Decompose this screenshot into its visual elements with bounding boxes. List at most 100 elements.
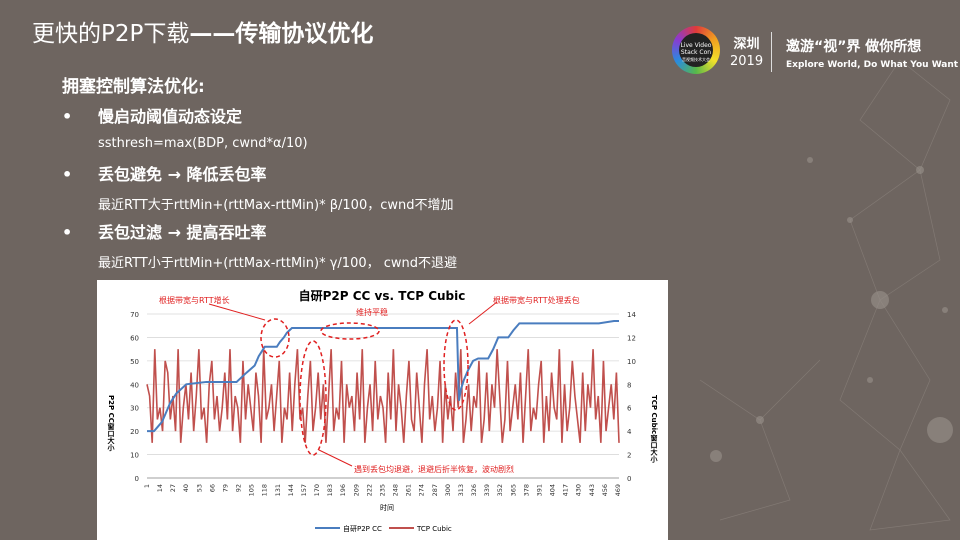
x-tick: 456: [601, 484, 609, 496]
annotation-label: 维持平稳: [356, 307, 388, 317]
y-tick-left: 0: [135, 475, 139, 483]
x-tick: 92: [235, 484, 243, 492]
bullet-item: • 丢包过滤 → 提高吞吐率: [62, 219, 267, 243]
annotation-ellipse: [260, 318, 290, 358]
y-tick-right: 0: [627, 475, 631, 483]
x-tick: 287: [431, 484, 439, 496]
annotation-arrow: [208, 303, 266, 321]
x-tick: 79: [221, 484, 229, 492]
chart-legend: 自研P2P CC TCP Cubic: [315, 524, 452, 533]
x-tick: 326: [470, 484, 478, 496]
x-tick: 274: [418, 484, 426, 496]
annotation-label: 根据带宽与RTT增长: [159, 295, 230, 305]
event-city-year: 深圳 2019: [730, 36, 763, 70]
chart-svg: 自研P2P CC vs. TCP Cubic 0 10 20 30 40 50 60 70 0…: [107, 288, 659, 533]
y-tick-right: 14: [627, 311, 636, 319]
x-tick: 261: [405, 484, 413, 496]
y-tick-left: 60: [130, 334, 139, 342]
annotation-arrow: [468, 301, 498, 325]
event-year: 2019: [730, 54, 764, 69]
annotation-label: 遇到丢包均退避，退避后折半恢复，波动剧烈: [354, 464, 514, 474]
x-tick: 209: [352, 484, 360, 496]
section-heading: 拥塞控制算法优化:: [62, 77, 205, 97]
conference-logo: Live Video Stack Con 音视频技术大会: [672, 26, 720, 74]
x-tick: 131: [274, 484, 282, 496]
logo-text-3: 音视频技术大会: [682, 57, 710, 62]
legend-label-tcp: TCP Cubic: [416, 525, 452, 533]
y-tick-left: 10: [130, 452, 139, 460]
y-tick-right: 6: [627, 405, 632, 413]
y-tick-left: 30: [130, 405, 139, 413]
x-tick: 196: [339, 484, 347, 496]
x-tick: 157: [300, 484, 308, 496]
y-tick-right: 12: [627, 334, 636, 342]
y-tick-left: 20: [130, 428, 139, 436]
y-tick-right: 10: [627, 358, 636, 366]
y-axis-left-label: P2P CC窗口大小: [107, 395, 116, 452]
x-tick: 365: [509, 484, 517, 496]
bullet-text: 丢包避免 → 降低丢包率: [98, 165, 267, 184]
chart-title: 自研P2P CC vs. TCP Cubic: [299, 288, 466, 303]
x-tick: 14: [156, 484, 164, 492]
bullet-text: 丢包过滤 → 提高吞吐率: [98, 223, 267, 242]
y-tick-right: 2: [627, 452, 631, 460]
title-regular: 更快的P2P下载: [32, 21, 190, 47]
x-tick: 443: [588, 484, 596, 496]
x-tick: 352: [496, 484, 504, 496]
x-tick: 404: [549, 484, 557, 496]
annotation-ellipse: [299, 340, 327, 456]
slogan-cn: 邀游“视”界 做你所想: [786, 39, 922, 55]
annotation-arrow: [318, 449, 353, 467]
y-tick-right: 8: [627, 381, 631, 389]
bullet-item: • 慢启动阈值动态设定: [62, 103, 242, 127]
slide-body: 拥塞控制算法优化: • 慢启动阈值动态设定 ssthresh=max(BDP, c…: [62, 72, 457, 271]
annotation-label: 根据带宽与RTT处理丢包: [493, 295, 580, 305]
brand-divider: [771, 32, 772, 72]
annotation-ellipse: [443, 319, 469, 411]
y-tick-right: 4: [627, 428, 632, 436]
x-tick: 339: [483, 484, 491, 496]
bullet-detail: 最近RTT大于rttMin+(rttMax-rttMin)* β/100，cwn…: [98, 198, 454, 213]
x-tick: 27: [169, 484, 177, 492]
y-tick-left: 50: [130, 358, 139, 366]
x-tick: 144: [287, 484, 295, 496]
title-bold: ——传输协议优化: [189, 21, 374, 47]
bullet-marker: •: [62, 223, 73, 242]
x-tick: 183: [326, 484, 334, 496]
comparison-chart: 自研P2P CC vs. TCP Cubic 0 10 20 30 40 50 60 70 0…: [97, 280, 668, 540]
y-tick-left: 40: [130, 381, 139, 389]
x-tick: 235: [378, 484, 386, 496]
x-tick: 118: [261, 484, 269, 496]
slide-title: 更快的P2P下载——传输协议优化: [32, 14, 373, 48]
y-tick-left: 70: [130, 311, 139, 319]
x-tick: 105: [248, 484, 256, 496]
x-tick: 313: [457, 484, 465, 496]
bullet-marker: •: [62, 107, 73, 126]
x-tick: 53: [195, 484, 203, 492]
series-line-tcp-cubic: [146, 349, 620, 443]
bullet-detail: 最近RTT小于rttMin+(rttMax-rttMin)* γ/100， cw…: [98, 256, 458, 271]
x-tick: 248: [392, 484, 400, 496]
logo-text-2: Stack Con: [680, 49, 712, 56]
slogan-en: Explore World, Do What You Want: [786, 60, 959, 70]
brand-slogan: 邀游“视”界 做你所想 Explore World, Do What You W…: [786, 36, 958, 70]
legend-label-p2p: 自研P2P CC: [343, 524, 382, 533]
bullet-marker: •: [62, 165, 73, 184]
x-tick: 378: [522, 484, 530, 496]
x-tick: 222: [365, 484, 373, 496]
x-tick: 417: [562, 484, 570, 496]
series-line-p2p-cc: [147, 320, 619, 433]
annotations: [260, 318, 469, 456]
bullet-text: 慢启动阈值动态设定: [98, 107, 243, 126]
x-tick: 469: [614, 484, 622, 496]
annotation-ellipse: [320, 322, 380, 340]
x-tick: 40: [182, 484, 190, 492]
x-tick: 300: [444, 484, 452, 496]
x-tick: 170: [313, 484, 321, 496]
x-tick: 391: [535, 484, 543, 496]
x-tick: 66: [208, 484, 216, 492]
event-city: 深圳: [733, 37, 760, 52]
y-axis-right-label: TCP Cubic窗口大小: [650, 395, 659, 463]
x-tick: 430: [575, 484, 583, 496]
